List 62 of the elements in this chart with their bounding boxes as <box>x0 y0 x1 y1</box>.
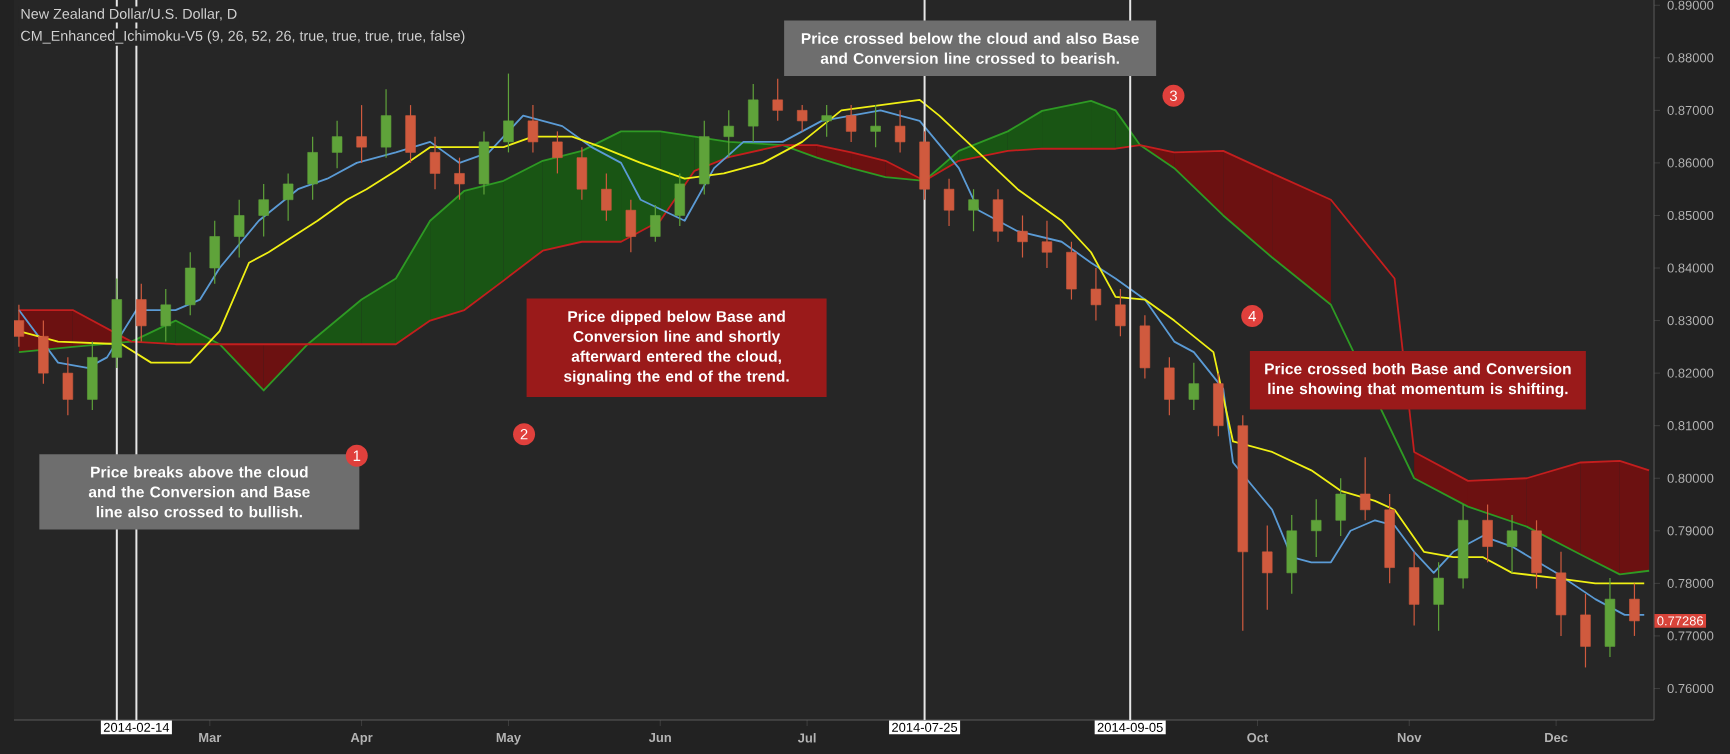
candlestick <box>258 183 269 238</box>
candlestick <box>1188 362 1200 411</box>
candlestick <box>503 72 514 153</box>
candlestick <box>1506 514 1518 574</box>
candlestick <box>478 130 490 196</box>
candlestick <box>674 172 685 227</box>
candlestick <box>625 199 637 253</box>
candlestick <box>1580 593 1591 669</box>
candlestick <box>209 220 220 285</box>
candlestick <box>1090 267 1102 322</box>
candlestick <box>429 136 441 190</box>
candlestick <box>699 120 710 196</box>
candlestick <box>1139 314 1151 379</box>
candlestick <box>185 251 196 316</box>
candlestick <box>797 104 808 132</box>
candlestick <box>1482 503 1493 563</box>
candlestick <box>307 136 318 201</box>
candlestick <box>1017 214 1028 259</box>
candlestick <box>87 341 98 411</box>
candlestick <box>1286 514 1297 595</box>
candlestick <box>1115 288 1126 337</box>
candlestick <box>405 104 416 164</box>
candlestick <box>38 319 49 385</box>
candlestick <box>1433 561 1444 632</box>
candlestick <box>845 104 857 143</box>
candlestick <box>1408 551 1420 626</box>
candlestick <box>821 104 832 138</box>
candlestick <box>234 199 245 259</box>
candlestick <box>1213 372 1224 437</box>
candlestick <box>136 283 147 343</box>
candlestick <box>1041 220 1053 269</box>
candlestick <box>650 204 661 243</box>
candlestick <box>1531 519 1542 590</box>
candlestick <box>160 288 171 343</box>
candlestick <box>454 157 465 201</box>
candlestick <box>943 178 955 227</box>
candlestick <box>1311 498 1322 558</box>
candlestick <box>1555 551 1567 637</box>
candlestick <box>380 88 392 159</box>
candlestick <box>1164 356 1175 416</box>
candlestick <box>870 104 881 148</box>
candlestick <box>1335 477 1346 537</box>
candlestick <box>527 104 539 153</box>
candlestick <box>968 188 979 232</box>
candlestick <box>552 130 563 175</box>
candlestick <box>772 78 783 122</box>
candlestick <box>282 172 294 222</box>
candlestick <box>1066 241 1077 301</box>
candlestick <box>576 146 588 201</box>
candlestick <box>894 109 906 153</box>
candlestick <box>723 109 734 159</box>
candlestick <box>919 130 930 201</box>
candlestick <box>1262 524 1273 611</box>
candlestick <box>331 120 343 169</box>
candlestick <box>992 188 1004 243</box>
candlestick <box>748 83 759 143</box>
candlestick <box>1359 456 1371 521</box>
candlestick <box>1629 582 1640 637</box>
candlestick <box>356 104 367 164</box>
candlestick <box>1604 577 1616 658</box>
candlestick <box>62 356 74 416</box>
candlestick <box>601 172 612 222</box>
